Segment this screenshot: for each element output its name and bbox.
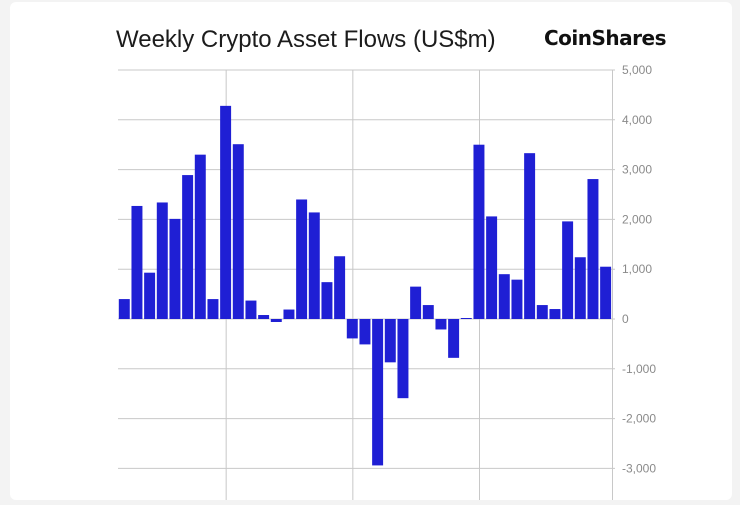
- bar: [334, 256, 346, 319]
- bar: [511, 279, 523, 319]
- bar: [562, 221, 574, 319]
- y-tick-label: -2,000: [622, 412, 656, 426]
- bar: [270, 319, 282, 322]
- bar: [194, 154, 206, 319]
- bar: [372, 319, 384, 466]
- bar: [549, 309, 561, 319]
- bar: [600, 266, 612, 319]
- bar: [207, 299, 219, 319]
- bar: [359, 319, 371, 345]
- bar: [587, 179, 599, 319]
- bar: [498, 274, 510, 319]
- y-tick-label: 2,000: [622, 212, 652, 226]
- bar: [258, 315, 270, 319]
- bar: [283, 309, 295, 319]
- bar: [574, 257, 586, 319]
- y-tick-label: 1,000: [622, 262, 652, 276]
- bar: [321, 282, 333, 319]
- chart-card: [10, 2, 732, 500]
- y-tick-label: 4,000: [622, 113, 652, 127]
- bar: [448, 319, 460, 358]
- bar: [536, 305, 548, 319]
- bar: [131, 205, 143, 319]
- bar: [422, 305, 434, 319]
- bar: [169, 218, 181, 319]
- bar: [460, 318, 472, 319]
- bars: [118, 105, 612, 466]
- bar: [232, 144, 244, 319]
- bar: [156, 202, 168, 319]
- bar: [435, 319, 447, 330]
- chart-title: Weekly Crypto Asset Flows (US$m): [116, 26, 496, 53]
- bar: [182, 175, 194, 319]
- y-tick-label: -1,000: [622, 362, 656, 376]
- bar: [410, 286, 422, 319]
- bar: [144, 272, 156, 319]
- bar: [296, 199, 308, 319]
- bar: [245, 300, 257, 319]
- bar: [486, 216, 498, 319]
- bar: [524, 153, 536, 319]
- bar: [346, 319, 358, 339]
- y-tick-label: 5,000: [622, 63, 652, 77]
- bar: [220, 105, 232, 319]
- bar: [118, 299, 130, 319]
- bar: [473, 144, 485, 319]
- brand-logo: CoinShares: [544, 26, 666, 50]
- bar: [397, 319, 409, 399]
- y-tick-label: 0: [622, 312, 629, 326]
- bar: [384, 319, 396, 363]
- bar: [308, 212, 320, 319]
- y-axis-ticks: 5,000 4,000 3,000 2,000 1,000 0 -1,000 -2,000 -3…: [622, 63, 656, 475]
- y-tick-label: 3,000: [622, 163, 652, 177]
- y-tick-label: -3,000: [622, 461, 656, 475]
